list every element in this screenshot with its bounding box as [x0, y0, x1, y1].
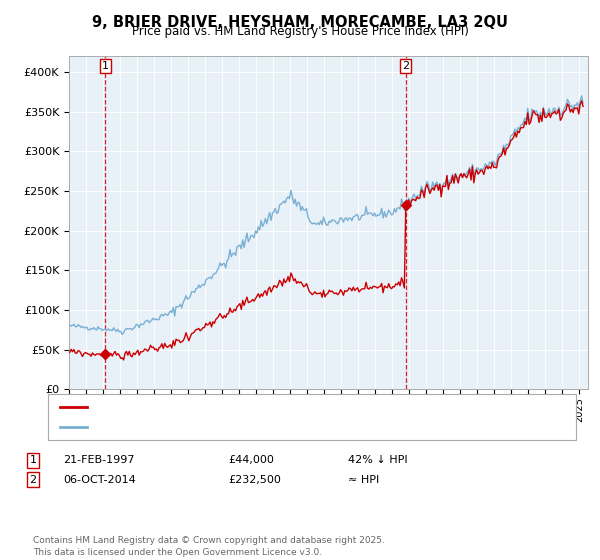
Text: £44,000: £44,000: [228, 455, 274, 465]
Text: Contains HM Land Registry data © Crown copyright and database right 2025.
This d: Contains HM Land Registry data © Crown c…: [33, 536, 385, 557]
Text: 9, BRIER DRIVE, HEYSHAM, MORECAMBE, LA3 2QU: 9, BRIER DRIVE, HEYSHAM, MORECAMBE, LA3 …: [92, 15, 508, 30]
Text: 06-OCT-2014: 06-OCT-2014: [63, 475, 136, 485]
Text: £232,500: £232,500: [228, 475, 281, 485]
Text: Price paid vs. HM Land Registry's House Price Index (HPI): Price paid vs. HM Land Registry's House …: [131, 25, 469, 38]
Text: 42% ↓ HPI: 42% ↓ HPI: [348, 455, 407, 465]
Text: HPI: Average price, detached house, Lancaster: HPI: Average price, detached house, Lanc…: [93, 422, 337, 432]
Text: 1: 1: [101, 60, 109, 71]
Text: 21-FEB-1997: 21-FEB-1997: [63, 455, 134, 465]
Text: 9, BRIER DRIVE, HEYSHAM, MORECAMBE, LA3 2QU (detached house): 9, BRIER DRIVE, HEYSHAM, MORECAMBE, LA3 …: [93, 402, 451, 412]
Text: ≈ HPI: ≈ HPI: [348, 475, 379, 485]
Text: 1: 1: [29, 455, 37, 465]
Text: 2: 2: [402, 60, 409, 71]
Text: 2: 2: [29, 475, 37, 485]
